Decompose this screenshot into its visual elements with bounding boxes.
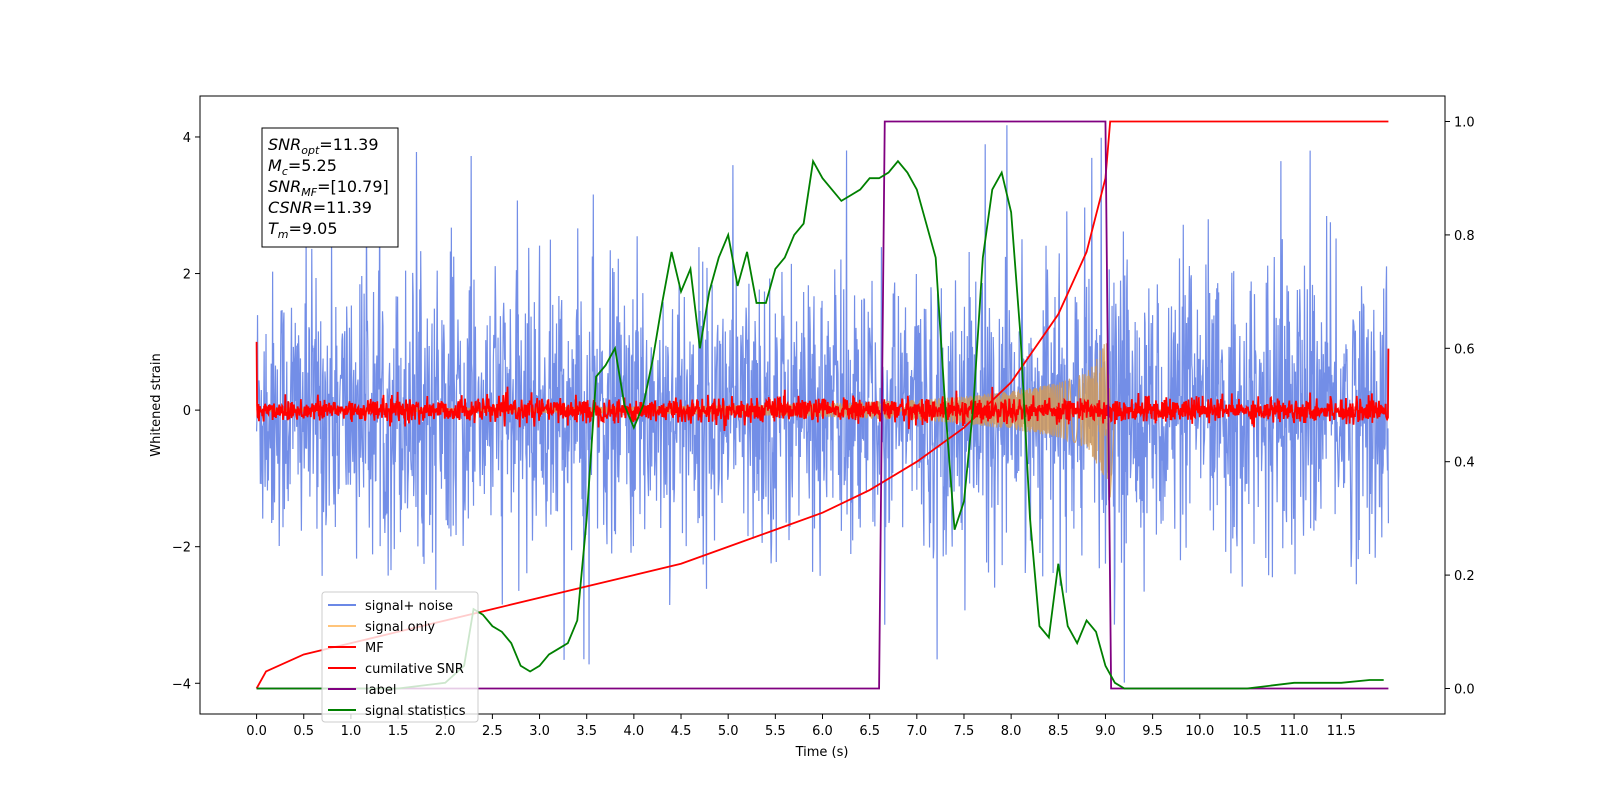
- y-tick-label: −2: [172, 541, 191, 556]
- x-axis: 0.0 0.5 1.0 1.5 2.0 2.5 3.0 3.5 4.0 4.5 5.0 5.5 6.0 6…: [246, 714, 1356, 739]
- x-tick-label: 0.0: [246, 724, 267, 739]
- y2-tick-label: 0.2: [1454, 569, 1475, 584]
- x-tick-label: 1.5: [388, 724, 409, 739]
- y2-tick-label: 0.0: [1454, 682, 1475, 697]
- x-tick-label: 9.5: [1142, 724, 1163, 739]
- x-tick-label: 8.0: [1001, 724, 1022, 739]
- x-tick-label: 4.0: [624, 724, 645, 739]
- x-tick-label: 5.5: [765, 724, 786, 739]
- y2-tick-label: 0.6: [1454, 342, 1475, 357]
- y-tick-label: 0: [183, 404, 191, 419]
- legend-frame: [321, 591, 479, 723]
- x-tick-label: 9.0: [1095, 724, 1116, 739]
- x-tick-label: 0.5: [293, 724, 314, 739]
- y2-tick-label: 0.4: [1454, 456, 1475, 471]
- legend-label: signal only: [365, 620, 435, 635]
- legend: signal+ noise signal only MF cumilative SNR…: [321, 591, 479, 723]
- annotation-line: SNRopt=11.39: [268, 135, 379, 157]
- annotation-line: CSNR=11.39: [268, 198, 372, 217]
- annotation-line: Tm=9.05: [268, 219, 338, 241]
- annotation-box: SNRopt=11.39Mc=5.25SNRMF=[10.79]CSNR=11.…: [261, 127, 399, 248]
- y2-tick-label: 0.8: [1454, 229, 1475, 244]
- x-axis-label: Time (s): [795, 745, 849, 760]
- x-tick-label: 2.5: [482, 724, 503, 739]
- x-tick-label: 10.0: [1185, 724, 1214, 739]
- legend-label: MF: [365, 641, 384, 656]
- x-tick-label: 10.5: [1232, 724, 1261, 739]
- x-tick-label: 3.0: [529, 724, 550, 739]
- x-tick-label: 5.0: [718, 724, 739, 739]
- annotation-frame: [261, 127, 399, 248]
- series-mf: [255, 341, 1390, 432]
- y-tick-label: −4: [172, 677, 191, 692]
- x-tick-label: 7.5: [954, 724, 975, 739]
- annotation-line: Mc=5.25: [268, 156, 337, 178]
- x-tick-label: 11.0: [1280, 724, 1309, 739]
- legend-label: cumilative SNR: [365, 662, 464, 677]
- x-tick-label: 4.5: [671, 724, 692, 739]
- y-axis-left: −4 −2 0 2 4: [172, 131, 200, 692]
- x-tick-label: 8.5: [1048, 724, 1069, 739]
- x-tick-label: 2.0: [435, 724, 456, 739]
- annotation-line: SNRMF=[10.79]: [268, 177, 389, 199]
- y2-tick-label: 1.0: [1454, 116, 1475, 131]
- legend-label: signal statistics: [365, 704, 466, 719]
- x-tick-label: 11.5: [1327, 724, 1356, 739]
- legend-label: signal+ noise: [365, 599, 453, 614]
- y-tick-label: 2: [183, 268, 191, 283]
- legend-label: label: [365, 683, 396, 698]
- x-tick-label: 1.0: [341, 724, 362, 739]
- series-signal-statistics: [256, 158, 1384, 690]
- x-tick-label: 6.5: [859, 724, 880, 739]
- x-tick-label: 7.0: [906, 724, 927, 739]
- y-tick-label: 4: [183, 131, 191, 146]
- x-tick-label: 3.5: [576, 724, 597, 739]
- y-axis-right: 0.0 0.2 0.4 0.6 0.8 1.0: [1445, 116, 1475, 697]
- y-axis-label: Whitened strain: [149, 353, 164, 456]
- x-tick-label: 6.0: [812, 724, 833, 739]
